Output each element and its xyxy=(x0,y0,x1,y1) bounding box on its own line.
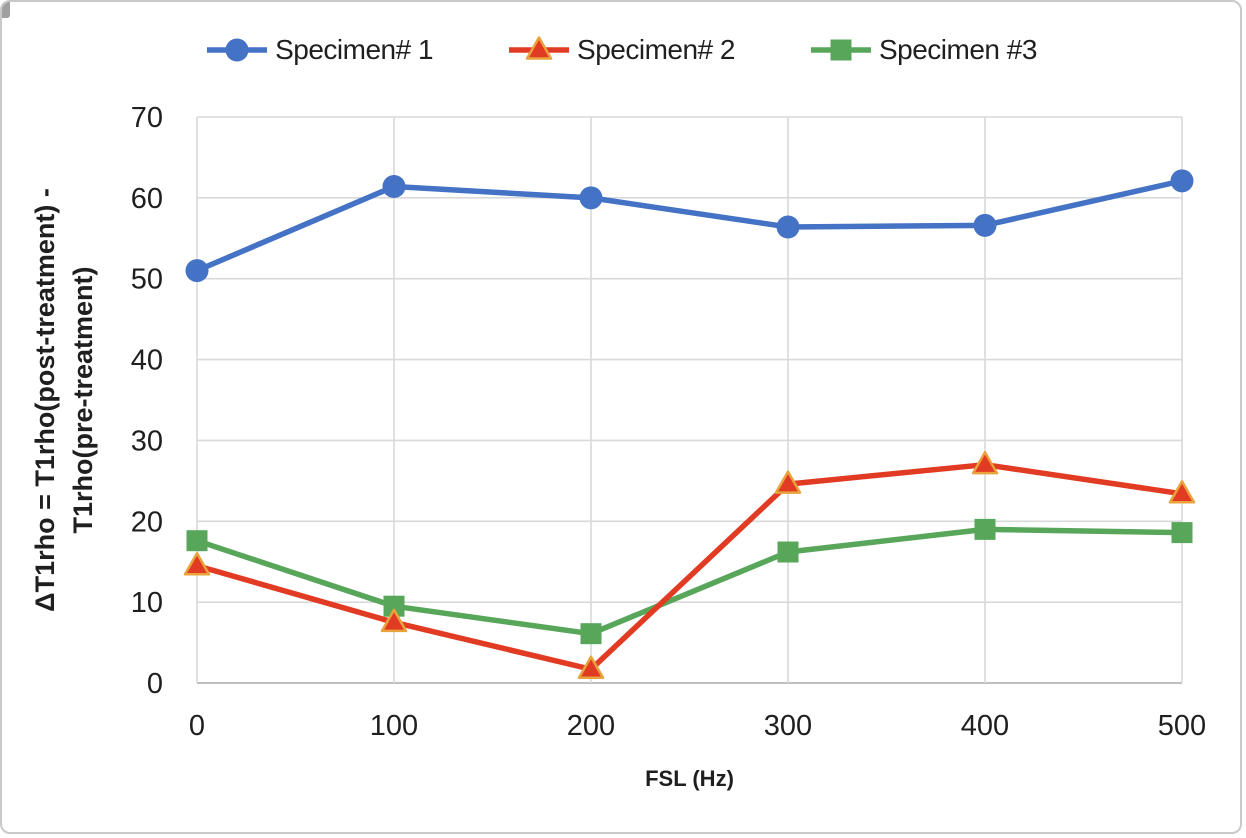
legend-item-2: Specimen# 2 xyxy=(507,34,735,66)
corner-notch xyxy=(2,2,10,18)
svg-text:50: 50 xyxy=(131,264,163,296)
legend-label: Specimen# 1 xyxy=(275,34,434,65)
legend-marker-circle-icon xyxy=(207,38,268,62)
svg-text:300: 300 xyxy=(764,710,812,742)
svg-text:60: 60 xyxy=(131,183,163,215)
svg-text:30: 30 xyxy=(131,425,163,457)
svg-text:20: 20 xyxy=(131,506,163,538)
svg-text:0: 0 xyxy=(147,668,163,700)
legend-item-3: Specimen #3 xyxy=(809,34,1037,66)
legend-label: Specimen# 2 xyxy=(577,34,735,65)
legend-item-1: Specimen# 1 xyxy=(205,34,434,66)
chart-legend: Specimen# 1 Specimen# 2 Specimen #3 xyxy=(2,20,1240,80)
svg-text:40: 40 xyxy=(131,345,163,377)
svg-text:10: 10 xyxy=(131,587,163,619)
legend-marker-triangle-icon xyxy=(509,36,570,60)
svg-text:400: 400 xyxy=(961,710,1009,742)
svg-text:FSL (Hz): FSL (Hz) xyxy=(645,766,734,791)
line-chart-plot: 0 10 20 30 40 50 60 70 0 100 200 300 400 500 FSL (Hz) Δ… xyxy=(30,102,1206,791)
legend-label: Specimen #3 xyxy=(878,34,1037,65)
svg-text:100: 100 xyxy=(370,710,418,742)
svg-text:0: 0 xyxy=(189,710,205,742)
legend-marker-square-icon xyxy=(810,39,871,61)
svg-text:T1rho(pre-treatment): T1rho(pre-treatment) xyxy=(68,266,98,533)
svg-text:200: 200 xyxy=(567,710,615,742)
svg-text:70: 70 xyxy=(131,102,163,134)
svg-text:ΔT1rho = T1rho(post-treatment): ΔT1rho = T1rho(post-treatment) - xyxy=(30,188,60,612)
svg-text:500: 500 xyxy=(1158,710,1206,742)
